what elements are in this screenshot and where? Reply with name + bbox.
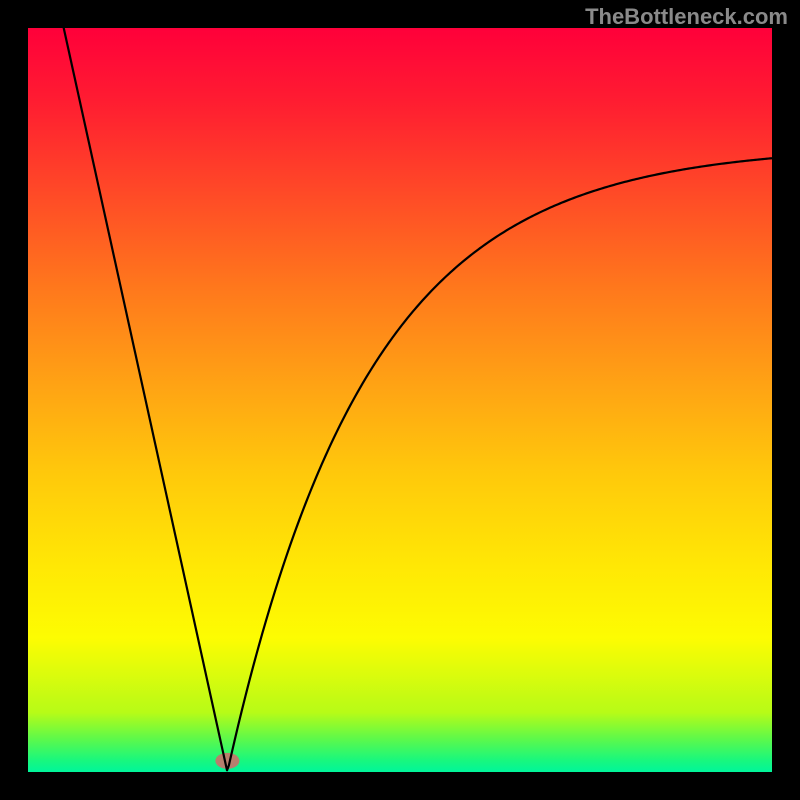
plot-background xyxy=(28,28,772,772)
chart-container: TheBottleneck.com xyxy=(0,0,800,800)
plot-svg xyxy=(28,28,772,772)
plot-area xyxy=(28,28,772,772)
watermark-text: TheBottleneck.com xyxy=(585,4,788,30)
